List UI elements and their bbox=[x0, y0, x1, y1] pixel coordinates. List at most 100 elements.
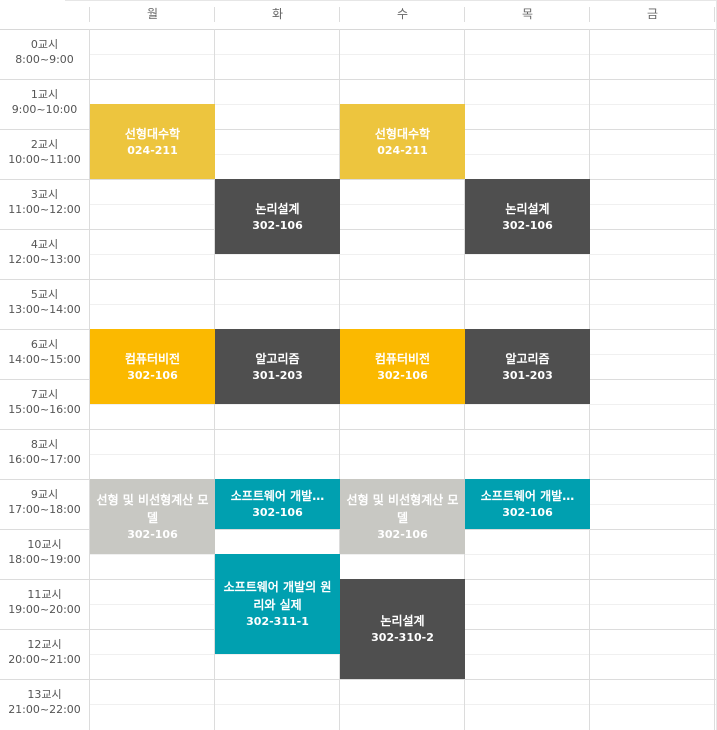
class-name: 선형 및 비선형계산 모델 bbox=[346, 492, 459, 525]
class-name: 소프트웨어 개발… bbox=[230, 489, 325, 503]
class-name: 논리설계 bbox=[255, 201, 300, 216]
class-room: 024-211 bbox=[127, 143, 178, 157]
period-time: 19:00~20:00 bbox=[8, 603, 81, 616]
period-label: 6교시 14:00~15:00 bbox=[0, 329, 89, 379]
class-room: 302-106 bbox=[127, 368, 178, 382]
class-room: 302-106 bbox=[502, 506, 553, 519]
class-block[interactable]: 알고리즘 301-203 bbox=[215, 329, 340, 404]
period-name: 13교시 bbox=[27, 688, 62, 701]
half-row-divider bbox=[90, 254, 717, 255]
period-label: 2교시 10:00~11:00 bbox=[0, 129, 89, 179]
header-divider bbox=[589, 7, 590, 22]
period-label: 9교시 17:00~18:00 bbox=[0, 479, 89, 529]
period-label: 7교시 15:00~16:00 bbox=[0, 379, 89, 429]
class-room: 024-211 bbox=[377, 143, 428, 157]
class-name: 선형대수학 bbox=[374, 126, 431, 141]
row-divider bbox=[0, 179, 717, 180]
period-name: 12교시 bbox=[27, 638, 62, 651]
class-block[interactable]: 알고리즘 301-203 bbox=[465, 329, 590, 404]
period-label: 11교시 19:00~20:00 bbox=[0, 579, 89, 629]
period-time: 10:00~11:00 bbox=[8, 153, 81, 166]
period-time: 15:00~16:00 bbox=[8, 403, 81, 416]
class-name: 컴퓨터비전 bbox=[124, 351, 181, 366]
period-time: 9:00~10:00 bbox=[11, 103, 78, 116]
period-name: 3교시 bbox=[30, 188, 59, 201]
period-time: 12:00~13:00 bbox=[8, 253, 81, 266]
class-block[interactable]: 컴퓨터비전 302-106 bbox=[340, 329, 465, 404]
period-name: 2교시 bbox=[30, 138, 59, 151]
period-name: 6교시 bbox=[30, 338, 59, 351]
header-divider bbox=[714, 7, 715, 22]
period-time: 17:00~18:00 bbox=[8, 503, 81, 516]
period-label: 12교시 20:00~21:00 bbox=[0, 629, 89, 679]
header-divider bbox=[464, 7, 465, 22]
header-divider bbox=[339, 7, 340, 22]
class-block[interactable]: 소프트웨어 개발의 원리와 실제 302-311-1 bbox=[215, 554, 340, 654]
row-divider bbox=[0, 429, 717, 430]
row-divider bbox=[0, 229, 717, 230]
period-time: 14:00~15:00 bbox=[8, 353, 81, 366]
row-divider bbox=[0, 79, 717, 80]
class-room: 302-106 bbox=[252, 218, 303, 232]
class-room: 301-203 bbox=[502, 368, 553, 382]
class-name: 선형 및 비선형계산 모델 bbox=[96, 492, 209, 525]
period-label: 5교시 13:00~14:00 bbox=[0, 279, 89, 329]
class-room: 301-203 bbox=[252, 368, 303, 382]
class-block[interactable]: 논리설계 302-106 bbox=[465, 179, 590, 254]
period-time: 13:00~14:00 bbox=[8, 303, 81, 316]
class-block[interactable]: 소프트웨어 개발… 302-106 bbox=[215, 479, 340, 529]
day-header-5: 금 bbox=[646, 7, 659, 21]
class-room: 302-311-1 bbox=[246, 615, 309, 628]
period-name: 9교시 bbox=[30, 488, 59, 501]
class-name: 논리설계 bbox=[380, 614, 425, 628]
class-name: 컴퓨터비전 bbox=[374, 351, 431, 366]
period-time: 18:00~19:00 bbox=[8, 553, 81, 566]
header-divider bbox=[89, 7, 90, 22]
class-room: 302-106 bbox=[377, 527, 428, 541]
period-time: 11:00~12:00 bbox=[8, 203, 81, 216]
class-name: 소프트웨어 개발… bbox=[480, 489, 575, 503]
class-block[interactable]: 논리설계 302-310-2 bbox=[340, 579, 465, 679]
class-name: 알고리즘 bbox=[505, 351, 550, 366]
period-time: 21:00~22:00 bbox=[8, 703, 81, 716]
class-name: 알고리즘 bbox=[255, 351, 300, 366]
period-name: 11교시 bbox=[27, 588, 62, 601]
header-divider bbox=[214, 7, 215, 22]
day-header-4: 목 bbox=[521, 7, 534, 21]
class-room: 302-106 bbox=[127, 527, 178, 541]
class-room: 302-106 bbox=[252, 506, 303, 519]
class-room: 302-106 bbox=[377, 368, 428, 382]
period-name: 4교시 bbox=[30, 238, 59, 251]
period-name: 10교시 bbox=[27, 538, 62, 551]
day-header bbox=[0, 0, 717, 30]
class-block[interactable]: 선형대수학 024-211 bbox=[340, 104, 465, 179]
class-name: 선형대수학 bbox=[124, 126, 181, 141]
row-divider bbox=[0, 679, 717, 680]
period-label: 10교시 18:00~19:00 bbox=[0, 529, 89, 579]
period-time: 20:00~21:00 bbox=[8, 653, 81, 666]
half-row-divider bbox=[90, 454, 717, 455]
half-row-divider bbox=[90, 704, 717, 705]
class-room: 302-106 bbox=[502, 218, 553, 232]
period-label: 8교시 16:00~17:00 bbox=[0, 429, 89, 479]
class-name: 논리설계 bbox=[505, 201, 550, 216]
period-time: 16:00~17:00 bbox=[8, 453, 81, 466]
class-name: 소프트웨어 개발의 원리와 실제 bbox=[223, 580, 332, 612]
period-label: 1교시 9:00~10:00 bbox=[0, 79, 89, 129]
class-block[interactable]: 소프트웨어 개발… 302-106 bbox=[465, 479, 590, 529]
day-header-3: 수 bbox=[396, 7, 409, 21]
period-name: 1교시 bbox=[30, 88, 59, 101]
half-row-divider bbox=[90, 204, 717, 205]
period-label: 13교시 21:00~22:00 bbox=[0, 679, 89, 729]
class-block[interactable]: 논리설계 302-106 bbox=[215, 179, 340, 254]
class-block[interactable]: 선형 및 비선형계산 모델 302-106 bbox=[90, 479, 215, 554]
period-name: 7교시 bbox=[30, 388, 59, 401]
class-block[interactable]: 선형대수학 024-211 bbox=[90, 104, 215, 179]
period-name: 8교시 bbox=[30, 438, 59, 451]
class-block[interactable]: 선형 및 비선형계산 모델 302-106 bbox=[340, 479, 465, 554]
period-label: 4교시 12:00~13:00 bbox=[0, 229, 89, 279]
half-row-divider bbox=[90, 554, 717, 555]
class-block[interactable]: 컴퓨터비전 302-106 bbox=[90, 329, 215, 404]
period-time: 8:00~9:00 bbox=[15, 53, 74, 66]
